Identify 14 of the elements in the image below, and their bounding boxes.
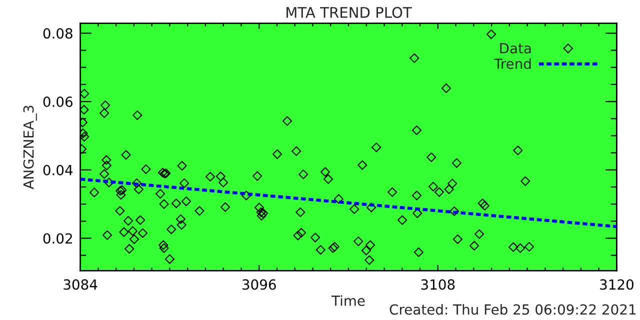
legend-label: Trend [494, 58, 531, 70]
x-axis-title: Time [331, 295, 365, 306]
x-tick-label: 3096 [242, 279, 276, 290]
y-axis-title: ANGZNEA_3 [23, 106, 37, 190]
y-tick-label: 0.02 [43, 233, 72, 244]
y-tick-label: 0.04 [43, 164, 73, 176]
legend-label: Data [500, 43, 531, 54]
x-tick-label: 3120 [600, 279, 634, 290]
chart-title: MTA TREND PLOT [286, 6, 412, 18]
x-tick-label: 3084 [64, 279, 98, 290]
text: Created: Thu Feb 25 06:09:22 2021 [390, 304, 636, 315]
x-tick-label: 3108 [421, 279, 455, 290]
y-tick-label: 0.08 [43, 28, 72, 39]
y-tick-label: 0.06 [43, 96, 72, 108]
